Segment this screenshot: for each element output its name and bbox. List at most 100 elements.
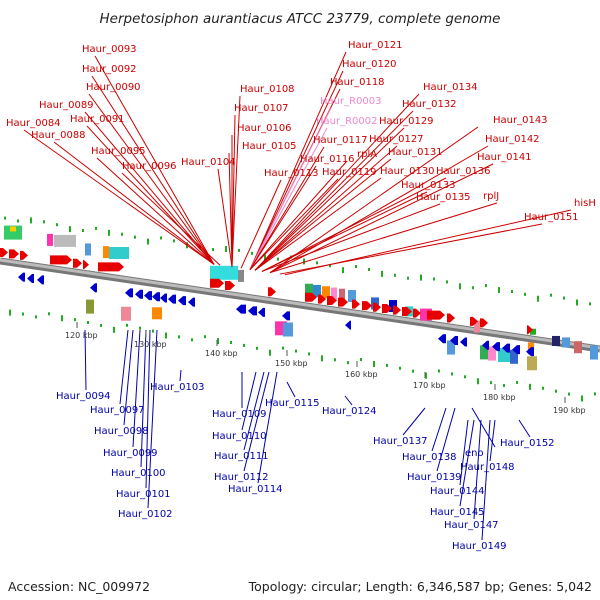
gene-label-top[interactable]: Haur_0096 xyxy=(122,161,177,172)
feature-block[interactable] xyxy=(152,307,162,320)
gene-label-bottom[interactable]: Haur_0115 xyxy=(265,398,320,409)
reverse-gene-arrow[interactable] xyxy=(345,320,351,330)
gene-label-bottom[interactable]: Haur_0097 xyxy=(90,405,145,416)
forward-gene-arrow[interactable] xyxy=(210,278,224,288)
forward-gene-arrow[interactable] xyxy=(402,306,412,316)
gene-label-bottom[interactable]: Haur_0103 xyxy=(150,382,205,393)
feature-block[interactable] xyxy=(238,269,244,282)
gene-label-top[interactable]: Haur_0135 xyxy=(416,192,471,203)
feature-block[interactable] xyxy=(109,246,129,259)
gene-label-top[interactable]: Haur_0132 xyxy=(402,99,457,110)
forward-gene-arrow[interactable] xyxy=(447,313,455,323)
gene-label-bottom[interactable]: Haur_0145 xyxy=(430,507,485,518)
forward-gene-arrow[interactable] xyxy=(50,255,72,265)
forward-gene-arrow[interactable] xyxy=(318,294,326,304)
gene-label-top[interactable]: Haur_0093 xyxy=(82,44,137,55)
feature-block[interactable] xyxy=(348,290,356,303)
forward-gene-arrow[interactable] xyxy=(393,305,401,315)
gene-label-bottom[interactable]: Haur_0098 xyxy=(94,426,149,437)
reverse-gene-arrow[interactable] xyxy=(482,340,489,350)
gene-label-top[interactable]: Haur_0088 xyxy=(31,130,86,141)
reverse-gene-arrow[interactable] xyxy=(18,272,25,282)
forward-gene-arrow[interactable] xyxy=(338,297,348,307)
gene-label-bottom[interactable]: Haur_0137 xyxy=(373,436,428,447)
feature-block[interactable] xyxy=(86,299,94,314)
feature-block[interactable] xyxy=(562,337,570,348)
gene-label-top[interactable]: hisH xyxy=(574,198,596,209)
gene-label-top[interactable]: Haur_0151 xyxy=(524,212,579,223)
gene-label-top[interactable]: Haur_0133 xyxy=(401,180,456,191)
feature-block[interactable] xyxy=(54,234,76,247)
reverse-gene-arrow[interactable] xyxy=(258,307,265,317)
gene-label-bottom[interactable]: Haur_0101 xyxy=(116,489,171,500)
gene-label-bottom[interactable]: Haur_0099 xyxy=(103,448,158,459)
feature-block[interactable] xyxy=(488,346,496,361)
reverse-gene-arrow[interactable] xyxy=(492,342,500,352)
reverse-gene-arrow[interactable] xyxy=(160,293,167,303)
feature-block[interactable] xyxy=(313,284,321,297)
feature-block[interactable] xyxy=(530,328,536,335)
gene-label-top[interactable]: Haur_0107 xyxy=(234,103,289,114)
gene-label-top[interactable]: Haur_0118 xyxy=(330,77,385,88)
gene-label-top[interactable]: Haur_0105 xyxy=(242,141,297,152)
gene-label-top[interactable]: rplA xyxy=(357,149,377,160)
gene-label-bottom[interactable]: Haur_0149 xyxy=(452,541,507,552)
reverse-gene-arrow[interactable] xyxy=(188,297,195,307)
gene-label-bottom[interactable]: Haur_0124 xyxy=(322,406,377,417)
feature-block[interactable] xyxy=(47,233,53,246)
reverse-gene-arrow[interactable] xyxy=(168,294,176,304)
forward-gene-arrow[interactable] xyxy=(373,302,381,312)
gene-label-top[interactable]: Haur_0113 xyxy=(264,168,319,179)
gene-label-bottom[interactable]: Haur_0110 xyxy=(212,431,267,442)
reverse-gene-arrow[interactable] xyxy=(27,273,34,283)
feature-block[interactable] xyxy=(590,345,598,360)
gene-label-top[interactable]: Haur_0134 xyxy=(423,82,478,93)
gene-label-bottom[interactable]: Haur_0148 xyxy=(460,462,515,473)
reverse-gene-arrow[interactable] xyxy=(526,347,534,357)
feature-block[interactable] xyxy=(331,287,337,300)
gene-label-top[interactable]: Haur_0095 xyxy=(91,146,146,157)
forward-gene-arrow[interactable] xyxy=(73,258,82,268)
gene-label-bottom[interactable]: Haur_0111 xyxy=(214,451,269,462)
gene-label-top[interactable]: Haur_0117 xyxy=(313,135,368,146)
gene-label-top[interactable]: Haur_0119 xyxy=(322,167,377,178)
gene-label-bottom[interactable]: Haur_0102 xyxy=(118,509,173,520)
gene-label-top[interactable]: Haur_0084 xyxy=(6,118,61,129)
gene-label-top[interactable]: Haur_0129 xyxy=(379,116,434,127)
reverse-gene-arrow[interactable] xyxy=(502,343,510,353)
reverse-gene-arrow[interactable] xyxy=(37,275,44,285)
gene-label-top[interactable]: Haur_0131 xyxy=(388,147,443,158)
gene-label-top[interactable]: Haur_R0002 xyxy=(316,116,378,127)
gene-label-top[interactable]: Haur_0116 xyxy=(300,154,355,165)
reverse-gene-arrow[interactable] xyxy=(90,283,97,293)
forward-gene-arrow[interactable] xyxy=(20,250,28,260)
gene-label-bottom[interactable]: eno xyxy=(465,448,484,459)
feature-block[interactable] xyxy=(10,226,16,232)
forward-gene-arrow[interactable] xyxy=(527,325,533,335)
reverse-gene-arrow[interactable] xyxy=(152,292,160,302)
forward-gene-arrow[interactable] xyxy=(480,318,488,328)
gene-label-bottom[interactable]: Haur_0114 xyxy=(228,484,283,495)
reverse-gene-arrow[interactable] xyxy=(438,334,446,344)
feature-block[interactable] xyxy=(480,345,488,360)
gene-label-bottom[interactable]: Haur_0152 xyxy=(500,438,555,449)
feature-block[interactable] xyxy=(121,306,131,321)
gene-label-bottom[interactable]: Haur_0147 xyxy=(444,520,499,531)
gene-label-bottom[interactable]: Haur_0112 xyxy=(214,472,269,483)
gene-label-top[interactable]: Haur_0104 xyxy=(181,157,236,168)
forward-gene-arrow[interactable] xyxy=(83,260,89,270)
forward-gene-arrow[interactable] xyxy=(427,310,445,320)
gene-label-top[interactable]: Haur_0108 xyxy=(240,84,295,95)
reverse-gene-arrow[interactable] xyxy=(178,296,186,306)
gene-label-top[interactable]: Haur_R0003 xyxy=(320,96,382,107)
gene-label-top[interactable]: Haur_0092 xyxy=(82,64,137,75)
reverse-gene-arrow[interactable] xyxy=(144,291,152,301)
gene-label-bottom[interactable]: Haur_0139 xyxy=(407,472,462,483)
feature-block[interactable] xyxy=(552,335,560,346)
forward-gene-arrow[interactable] xyxy=(327,295,337,305)
reverse-gene-arrow[interactable] xyxy=(236,304,246,314)
feature-block[interactable] xyxy=(527,356,537,371)
feature-block[interactable] xyxy=(339,288,345,301)
reverse-gene-arrow[interactable] xyxy=(282,311,290,321)
forward-gene-arrow[interactable] xyxy=(0,248,8,257)
